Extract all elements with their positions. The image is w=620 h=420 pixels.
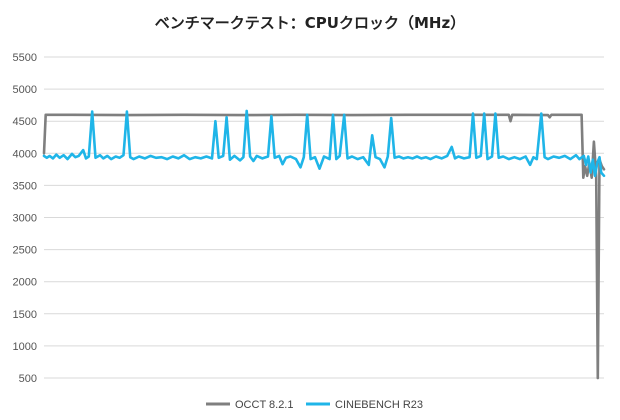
y-tick-label: 3000 xyxy=(13,213,37,225)
legend-label: OCCT 8.2.1 xyxy=(235,399,294,411)
y-tick-label: 500 xyxy=(19,373,37,385)
series-layer xyxy=(42,109,606,380)
y-tick-label: 2500 xyxy=(13,245,37,257)
legend: OCCT 8.2.1 CINEBENCH R23 xyxy=(206,399,423,411)
y-tick-label: 3500 xyxy=(13,180,37,192)
y-tick-label: 4500 xyxy=(13,116,37,128)
series-line-occt xyxy=(42,113,606,380)
y-tick-label: 5500 xyxy=(13,52,37,64)
series-line-cinebench xyxy=(42,109,606,178)
y-tick-label: 1500 xyxy=(13,309,37,321)
y-tick-label: 1000 xyxy=(13,341,37,353)
y-tick-label: 5000 xyxy=(13,84,37,96)
chart-title: ベンチマークテスト：CPUクロック（MHz） xyxy=(155,14,465,32)
y-tick-label: 2000 xyxy=(13,277,37,289)
y-axis: 5500 5000 4500 4000 3500 3000 2500 2000 1500 1000… xyxy=(13,52,37,385)
legend-label: CINEBENCH R23 xyxy=(335,399,423,411)
grid-lines xyxy=(44,56,604,379)
y-tick-label: 4000 xyxy=(13,148,37,160)
